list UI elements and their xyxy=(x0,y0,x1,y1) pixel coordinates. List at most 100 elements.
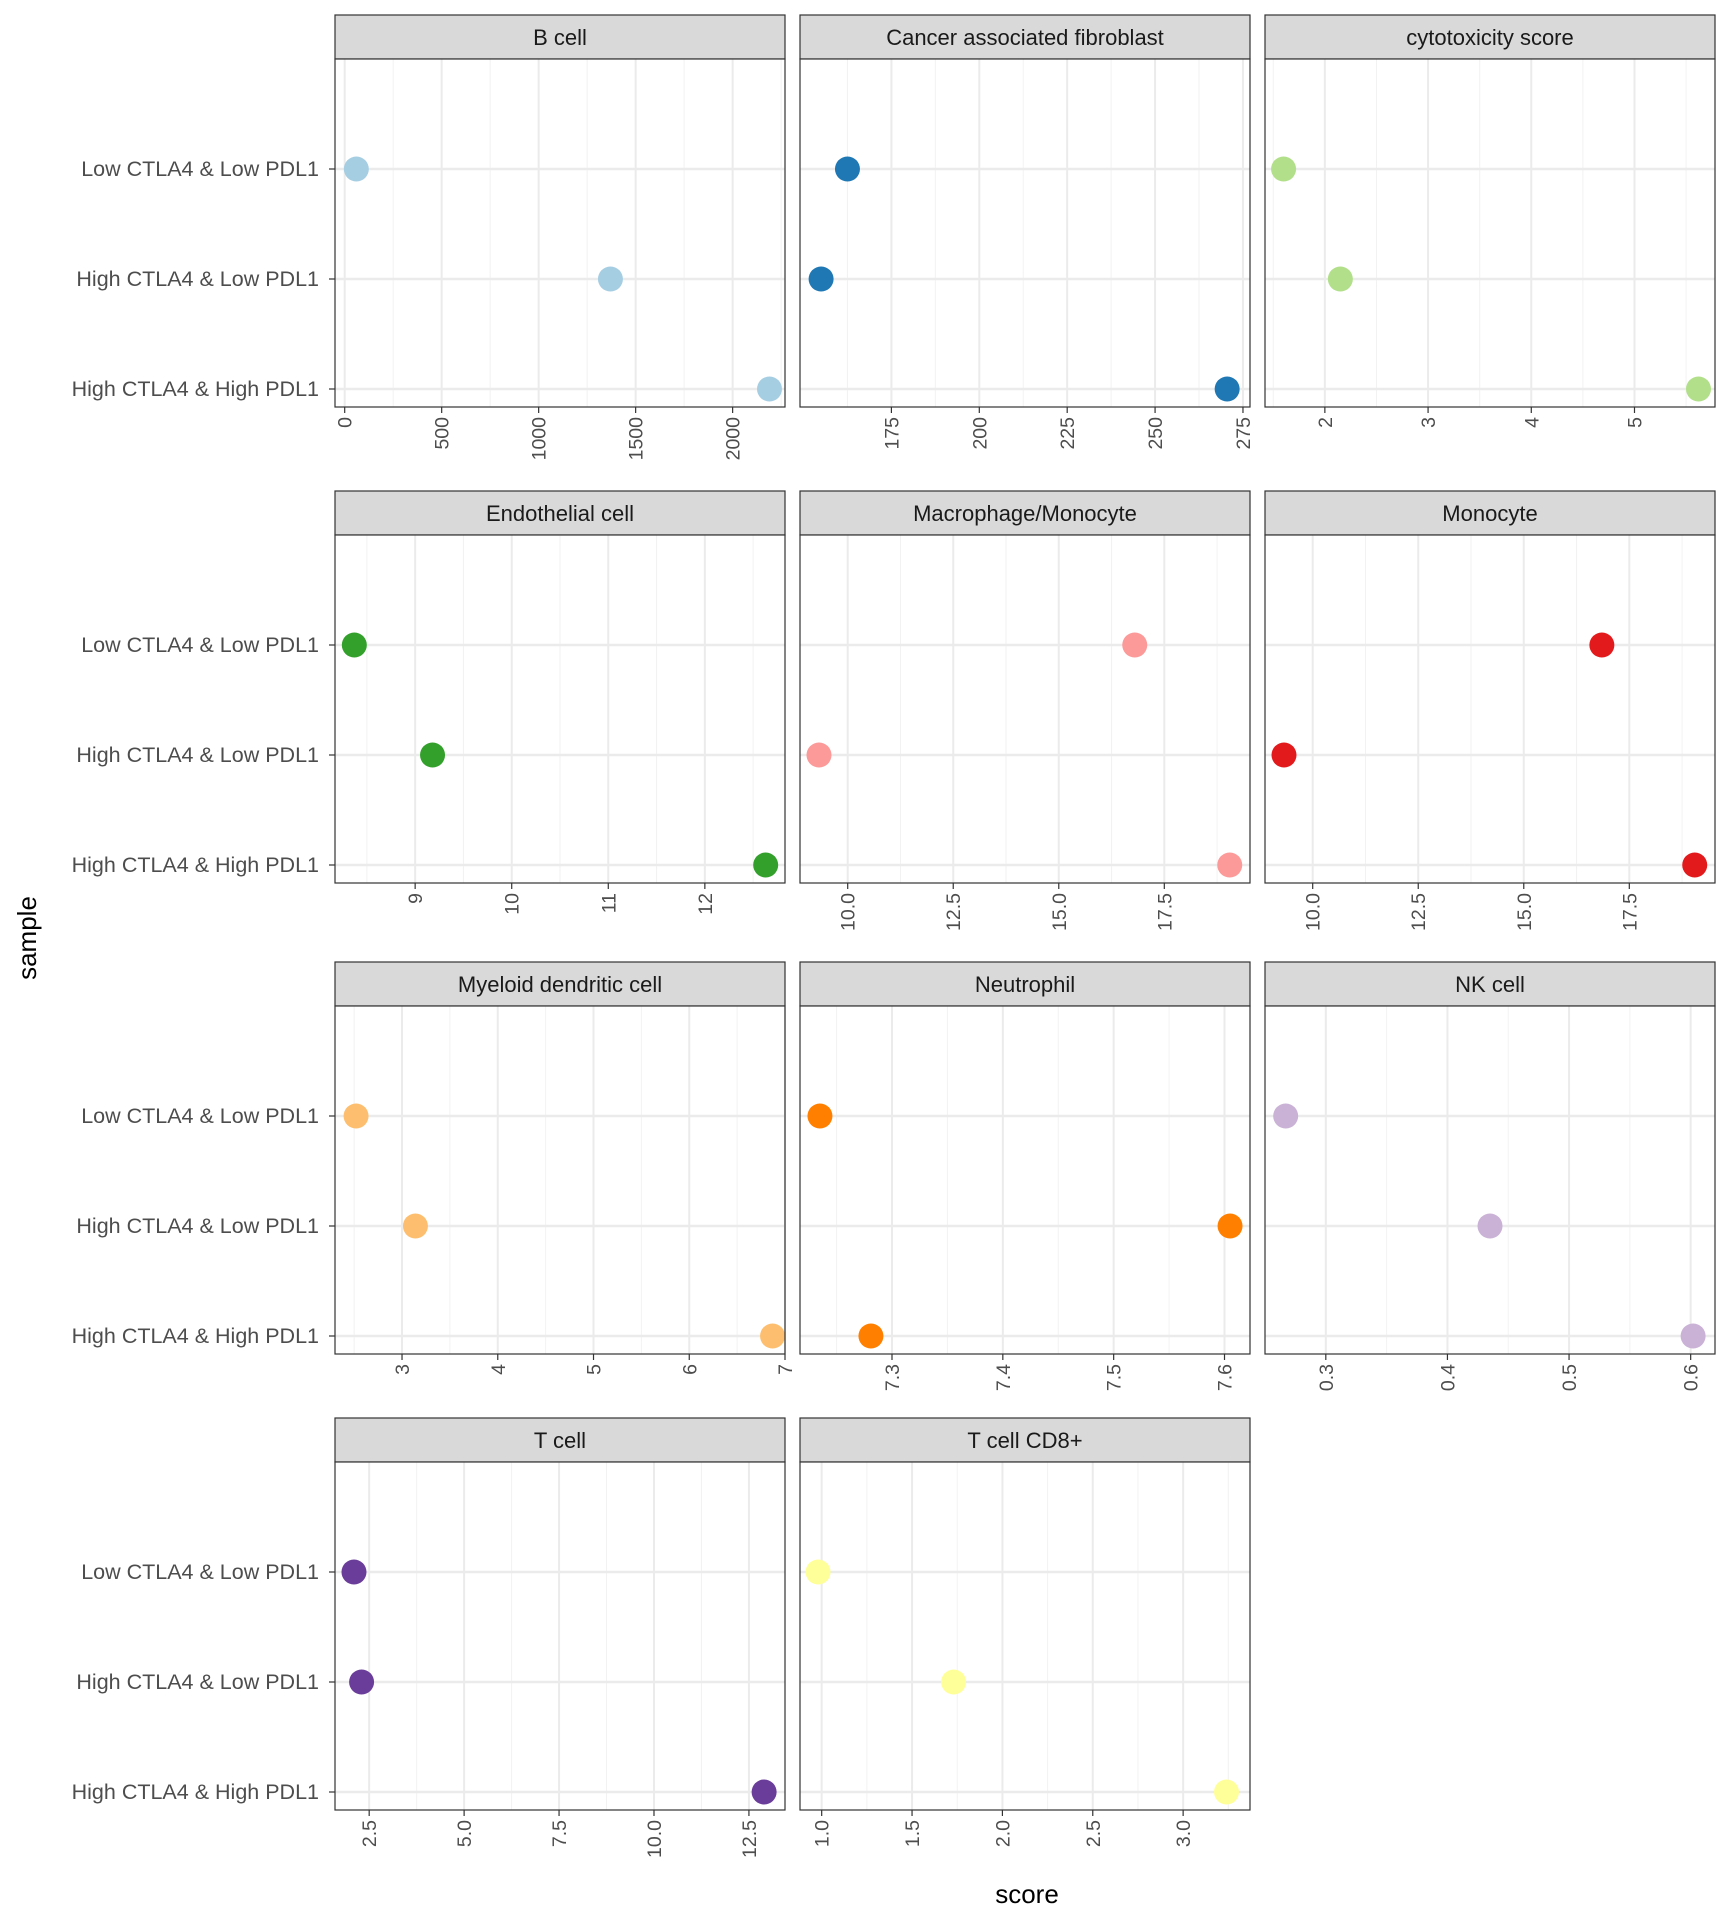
facet-title: B cell xyxy=(533,25,587,50)
data-point xyxy=(1327,266,1353,292)
x-tick-label: 2.5 xyxy=(1083,1820,1105,1847)
x-tick-label: 2 xyxy=(1315,417,1337,428)
x-tick-label: 7.6 xyxy=(1215,1364,1237,1391)
facet-strip xyxy=(799,961,1251,1007)
x-tick-label: 0.5 xyxy=(1559,1364,1581,1391)
x-tick-label: 3.0 xyxy=(1173,1820,1195,1847)
panel-background xyxy=(335,1006,785,1354)
y-tick-label: High CTLA4 & High PDL1 xyxy=(72,1324,319,1348)
x-tick-label: 17.5 xyxy=(1619,893,1641,931)
data-point xyxy=(834,156,860,182)
y-tick-label: Low CTLA4 & Low PDL1 xyxy=(81,157,319,181)
x-tick-label: 10.0 xyxy=(644,1820,666,1858)
y-tick-label: High CTLA4 & High PDL1 xyxy=(72,1780,319,1804)
data-point xyxy=(1217,1213,1243,1239)
x-tick-label: 15.0 xyxy=(1514,893,1536,931)
panel-border xyxy=(1264,58,1716,408)
facet-title: Endothelial cell xyxy=(486,501,634,526)
data-point xyxy=(1214,1779,1240,1805)
facet-panel: Neutrophil 7.3 7.4 7.5 7.6 xyxy=(799,961,1251,1391)
x-tick-label: 10.0 xyxy=(1303,893,1325,931)
x-tick-label: 275 xyxy=(1233,417,1255,450)
facet-strip xyxy=(334,490,786,536)
x-tick-label: 0 xyxy=(335,417,357,428)
x-tick-label: 0.4 xyxy=(1437,1364,1459,1391)
facet-title: Myeloid dendritic cell xyxy=(458,972,662,997)
x-tick-label: 9 xyxy=(405,893,427,904)
data-point xyxy=(402,1213,428,1239)
panel-border xyxy=(799,58,1251,408)
x-tick-label: 3 xyxy=(1418,417,1440,428)
data-point xyxy=(1589,632,1615,658)
panel-border xyxy=(1264,534,1716,884)
panel-background xyxy=(1265,59,1715,407)
panel-background xyxy=(800,1462,1250,1810)
panel-border xyxy=(799,1461,1251,1811)
data-point xyxy=(760,1323,786,1349)
y-tick-label: Low CTLA4 & Low PDL1 xyxy=(81,1560,319,1584)
facet-strip xyxy=(1264,14,1716,60)
x-tick-label: 500 xyxy=(432,417,454,450)
x-tick-label: 6 xyxy=(679,1364,701,1375)
data-point xyxy=(806,742,832,768)
data-point xyxy=(341,632,367,658)
data-point xyxy=(1273,1103,1299,1129)
x-tick-label: 1000 xyxy=(529,417,551,461)
y-tick-labels: Low CTLA4 & Low PDL1 High CTLA4 & Low PDL… xyxy=(72,157,335,1804)
data-point xyxy=(341,1559,367,1585)
data-point xyxy=(756,376,782,402)
y-tick-label: High CTLA4 & Low PDL1 xyxy=(76,267,319,291)
x-tick-label: 1.0 xyxy=(812,1820,834,1847)
panel-border xyxy=(334,534,786,884)
facet-strip xyxy=(799,1417,1251,1463)
x-tick-label: 12.5 xyxy=(739,1820,761,1858)
facet-title: Macrophage/Monocyte xyxy=(913,501,1137,526)
data-point xyxy=(1214,376,1240,402)
facet-strip xyxy=(334,14,786,60)
x-tick-label: 4 xyxy=(488,1364,510,1375)
facet-strip xyxy=(334,961,786,1007)
panel-border xyxy=(334,1461,786,1811)
data-point xyxy=(807,1103,833,1129)
panel-background xyxy=(800,1006,1250,1354)
x-tick-label: 7 xyxy=(775,1364,797,1375)
panel-border xyxy=(799,1005,1251,1355)
facet-strip xyxy=(334,1417,786,1463)
y-tick-label: High CTLA4 & Low PDL1 xyxy=(76,1670,319,1694)
x-tick-label: 15.0 xyxy=(1049,893,1071,931)
facet-panel: B cell 0 500 1000 1500 2000 xyxy=(334,14,786,461)
data-point xyxy=(808,266,834,292)
data-point xyxy=(1122,632,1148,658)
x-tick-label: 10 xyxy=(502,893,524,915)
x-tick-label: 5 xyxy=(584,1364,606,1375)
x-tick-label: 12 xyxy=(695,893,717,915)
x-tick-label: 1500 xyxy=(626,417,648,461)
y-tick-label: High CTLA4 & High PDL1 xyxy=(72,853,319,877)
x-tick-label: 250 xyxy=(1145,417,1167,450)
facet-panel: Macrophage/Monocyte 10.0 12.5 15.0 17.5 xyxy=(799,490,1251,931)
facet-strip xyxy=(799,490,1251,536)
x-tick-label: 7.5 xyxy=(1104,1364,1126,1391)
x-tick-label: 0.3 xyxy=(1316,1364,1338,1391)
data-point xyxy=(1477,1213,1503,1239)
x-tick-label: 10.0 xyxy=(838,893,860,931)
facet-title: cytotoxicity score xyxy=(1406,25,1574,50)
data-point xyxy=(343,156,369,182)
facet-title: T cell CD8+ xyxy=(967,1428,1082,1453)
panel-background xyxy=(1265,535,1715,883)
panel-border xyxy=(799,534,1251,884)
x-tick-label: 17.5 xyxy=(1154,893,1176,931)
panel-background xyxy=(1265,1006,1715,1354)
data-point xyxy=(753,852,779,878)
facet-title: Monocyte xyxy=(1442,501,1537,526)
x-tick-label: 3 xyxy=(392,1364,414,1375)
facet-title: T cell xyxy=(534,1428,586,1453)
x-tick-label: 11 xyxy=(598,893,620,913)
panel-background xyxy=(800,59,1250,407)
x-tick-label: 5.0 xyxy=(454,1820,476,1847)
x-tick-label: 175 xyxy=(881,417,903,450)
x-tick-label: 200 xyxy=(969,417,991,450)
facet-panel: T cell 2.5 5.0 7.5 10.0 12.5 xyxy=(334,1417,786,1858)
x-tick-label: 2.0 xyxy=(992,1820,1014,1847)
data-point xyxy=(597,266,623,292)
